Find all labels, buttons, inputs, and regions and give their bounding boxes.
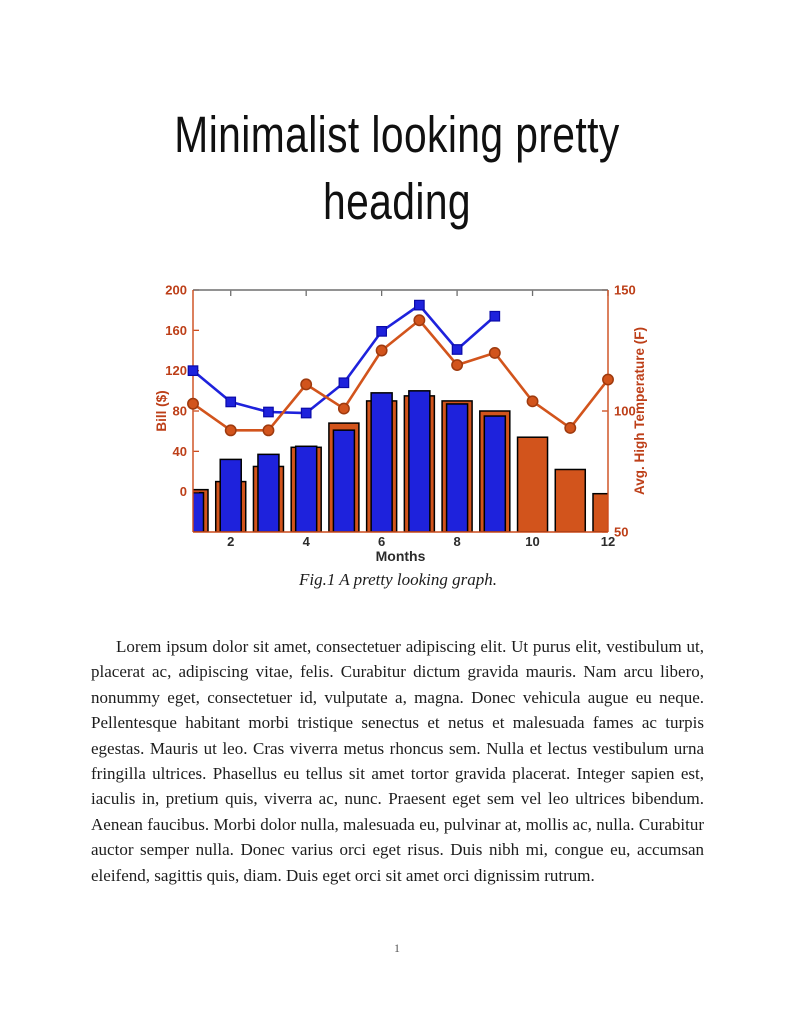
- square-marker: [263, 406, 274, 418]
- temp-line-orange: [192, 318, 610, 432]
- circle-marker: [526, 395, 539, 408]
- circle-marker: [564, 421, 577, 434]
- page-number: 1: [394, 941, 400, 955]
- left-tick-label: 0: [180, 484, 187, 499]
- bars-group: [193, 390, 608, 532]
- bill-bars-blue-bar: [370, 392, 393, 532]
- circle-marker: [602, 373, 614, 386]
- left-tick-label: 80: [173, 404, 187, 419]
- page-title: Minimalist looking pretty heading: [79, 101, 714, 235]
- square-marker: [187, 365, 199, 377]
- square-marker: [338, 377, 350, 389]
- circle-marker: [488, 346, 501, 359]
- bill-bars-blue-bar: [219, 458, 242, 532]
- left-tick-label: 40: [173, 444, 187, 459]
- bill-bars-blue-bar: [408, 390, 431, 532]
- bill-bars-blue-bar: [483, 415, 507, 532]
- page-title-line2: heading: [322, 173, 471, 230]
- bill-line-blue: [192, 303, 496, 415]
- square-marker: [300, 407, 312, 419]
- bill-bars-blue-bar: [193, 491, 205, 532]
- bill-bars-blue-bar: [445, 403, 469, 532]
- right-axis-title: Avg. High Temperature (F): [632, 327, 647, 495]
- figure-caption: Fig.1 A pretty looking graph.: [298, 570, 497, 589]
- body-paragraph: Lorem ipsum dolor sit amet, consectetuer…: [91, 637, 704, 885]
- x-tick-label: 4: [303, 534, 311, 549]
- x-tick-label: 2: [227, 534, 234, 549]
- bill-bars-blue-bar: [294, 445, 318, 532]
- left-tick-label: 160: [165, 323, 187, 338]
- circle-marker: [224, 424, 237, 437]
- circle-marker: [337, 402, 350, 415]
- circle-marker: [300, 378, 313, 391]
- left-tick-label: 120: [165, 363, 187, 378]
- circle-marker: [187, 397, 199, 410]
- circle-marker: [262, 424, 275, 437]
- x-tick-label: 8: [453, 534, 460, 549]
- right-tick-label: 150: [614, 283, 636, 298]
- bill-bars-orange-bar: [592, 492, 608, 532]
- x-tick-label: 10: [525, 534, 539, 549]
- x-axis-title: Months: [376, 548, 426, 564]
- square-marker: [225, 396, 237, 408]
- bill-bars-blue-bar: [332, 429, 356, 532]
- square-marker: [414, 299, 425, 311]
- circle-marker: [451, 359, 464, 371]
- x-tick-label: 6: [378, 534, 385, 549]
- right-tick-label: 100: [614, 404, 636, 419]
- circle-marker: [413, 314, 426, 327]
- page-title-line1: Minimalist looking pretty: [174, 106, 620, 163]
- square-marker: [376, 325, 387, 337]
- bill-bars-orange-bar: [516, 436, 549, 532]
- circle-marker: [375, 344, 388, 357]
- left-axis-title: Bill ($): [154, 390, 169, 431]
- bill-bars-blue-bar: [257, 453, 280, 532]
- right-tick-label: 50: [614, 525, 628, 540]
- square-marker: [451, 344, 463, 355]
- x-tick-label: 12: [601, 534, 615, 549]
- bill-bars-orange-bar: [554, 468, 587, 532]
- left-tick-label: 200: [165, 283, 187, 298]
- square-marker: [489, 310, 501, 322]
